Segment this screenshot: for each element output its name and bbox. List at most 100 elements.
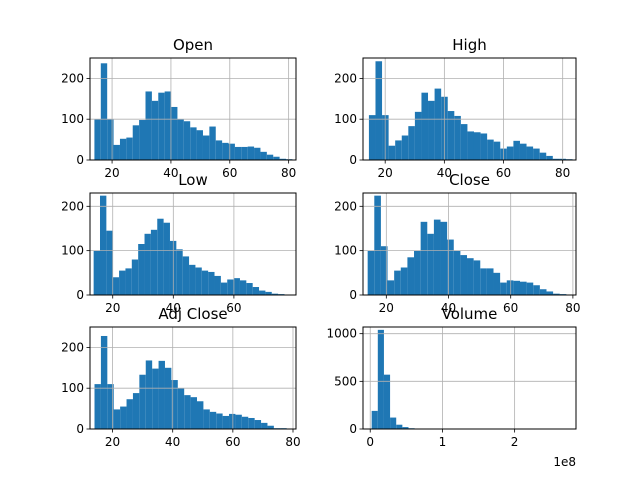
close-bar [387,280,395,295]
adj-close-bar [177,388,185,429]
adj-close-x-tick-label: 80 [285,435,300,449]
volume-y-tick-label: 500 [334,374,357,388]
high-bar [408,126,415,160]
open-bar [228,143,235,160]
adj-close-bar [171,380,178,429]
low-bar [227,279,234,295]
low-bar [163,222,170,295]
high-bar [519,143,527,160]
high-bar [467,131,474,160]
close-bar [513,280,520,295]
open-x-tick-label: 60 [222,166,237,180]
close-title: Close [449,171,490,189]
high-bar [533,148,540,160]
adj-close-x-tick-label: 20 [105,435,120,449]
open-bar [164,91,172,160]
volume-panel: 0 1 2 0 500 1000 Volume 1e8 [326,305,577,469]
high-bar [480,133,488,160]
open-bar [171,106,178,160]
high-bar [368,115,376,160]
adj-close-bar [107,384,114,429]
adj-close-bar [120,406,127,429]
adj-close-panel: 20 40 60 80 0 100 200 Adj Close [61,305,301,449]
low-bar [259,290,266,295]
low-bar [252,287,260,295]
close-y-tick-label: 200 [334,199,357,213]
low-axes-frame [89,192,297,296]
open-bar [196,130,203,160]
low-bar [93,250,100,295]
high-bar [388,145,396,160]
low-bar [125,268,132,295]
close-bar [407,257,415,295]
high-bar [552,158,560,160]
open-bar [151,100,159,160]
high-x-tick-label: 20 [378,166,393,180]
open-bar [183,121,191,160]
low-bar [112,277,120,295]
open-bar [279,158,286,160]
adj-close-y-tick-label: 100 [61,381,84,395]
adj-close-bar [209,411,217,429]
close-bar [374,195,381,295]
close-bar [486,268,494,295]
high-bar [421,92,429,160]
low-bar [246,283,253,295]
close-x-tick-label: 60 [503,301,518,315]
close-bar [453,250,461,295]
high-y-tick-label: 200 [334,71,357,85]
open-y-tick-label: 200 [61,71,84,85]
open-bar [139,120,146,160]
high-y-tick-label: 100 [334,112,357,126]
open-x-tick-label: 40 [163,166,178,180]
close-x-tick-label: 20 [379,301,394,315]
adj-close-bar [132,393,140,429]
close-bar [460,255,468,295]
close-bar [433,219,441,295]
volume-y-tick-label: 0 [349,422,357,436]
open-bar [100,63,108,160]
low-bar [157,218,164,295]
high-bar [454,115,461,160]
adj-close-bar [164,367,172,429]
low-panel: 20 40 60 0 100 200 Low [61,171,297,315]
adj-close-x-tick-label: 40 [165,435,180,449]
close-y-tick-label: 0 [349,288,357,302]
volume-bar [371,410,378,429]
low-x-tick-label: 40 [166,301,181,315]
open-x-tick-label: 20 [104,166,119,180]
open-bar [241,146,248,160]
close-bar [467,258,474,295]
adj-close-bar [145,360,153,429]
adj-close-bar [254,420,262,429]
adj-close-bar [196,401,204,429]
adj-close-bar [184,395,191,429]
low-bar [144,233,151,295]
open-x-tick-label: 80 [281,166,296,180]
low-x-tick-label: 60 [226,301,241,315]
adj-close-bar [158,360,165,429]
low-y-tick-label: 100 [61,244,84,258]
low-bar [176,249,183,295]
low-bar [150,229,158,295]
close-bar [367,250,375,295]
open-bar [145,91,152,160]
adj-close-bar [100,335,108,429]
high-bar [473,132,481,160]
volume-axes-frame [362,326,577,430]
high-axes-frame [362,57,577,161]
open-bar [107,119,114,160]
volume-bar [396,424,403,429]
open-bar [132,125,140,160]
high-bar [539,152,547,160]
volume-bar [383,374,391,429]
low-bar [220,282,228,295]
close-bar [473,260,481,295]
high-title: High [452,36,486,54]
open-bar [273,156,280,160]
close-bar [400,267,408,295]
close-bar [553,293,560,295]
close-panel: 20 40 60 80 0 100 200 Close [334,171,580,315]
volume-title: Volume [442,305,498,323]
high-bar [434,88,442,160]
